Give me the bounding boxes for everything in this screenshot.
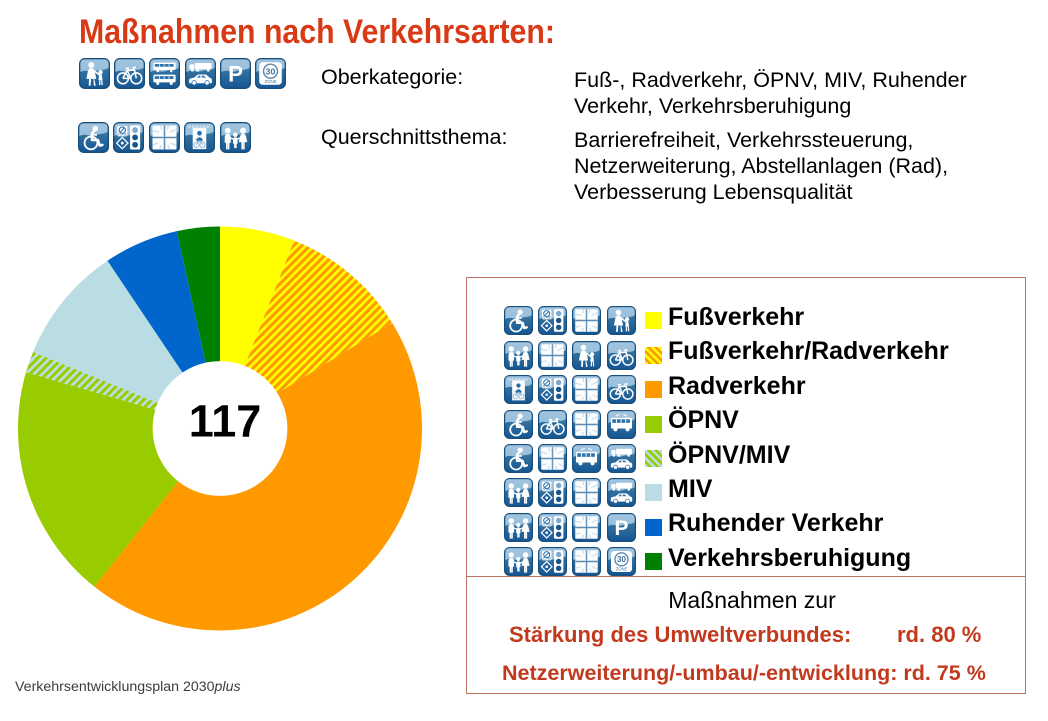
svg-text:117: 117 [189,396,262,447]
